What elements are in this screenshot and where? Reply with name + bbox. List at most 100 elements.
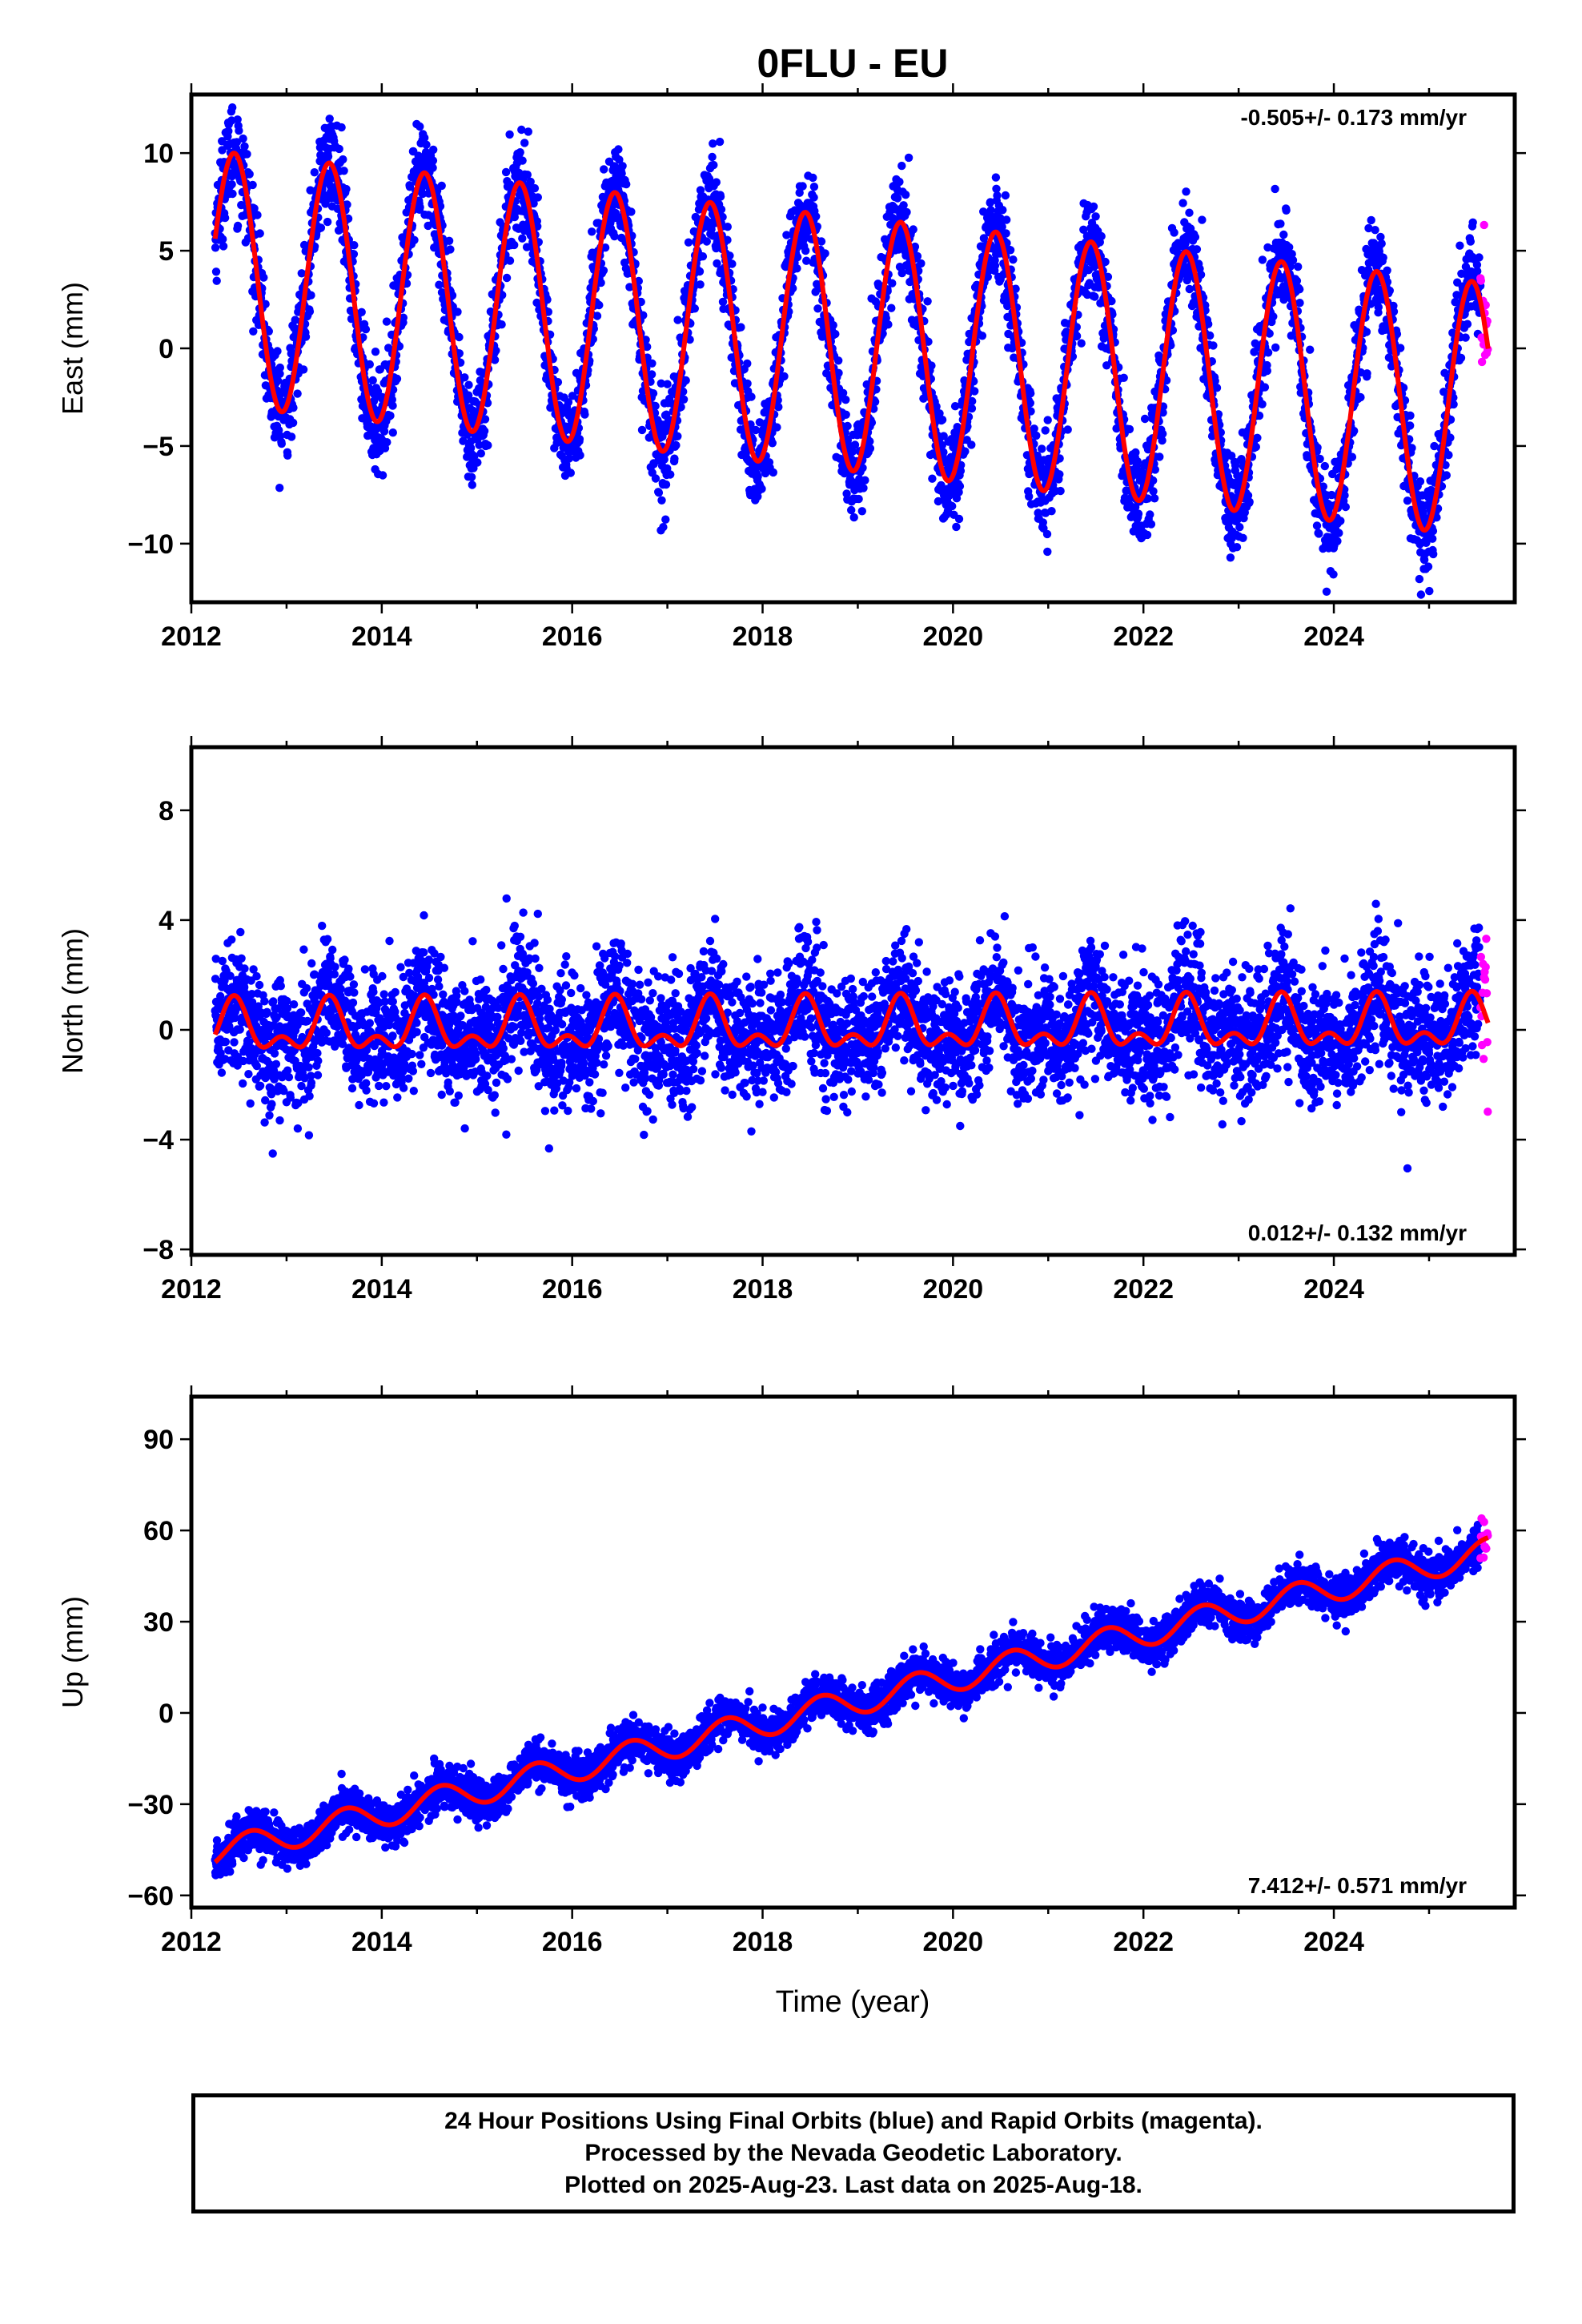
final-orbit-point: [647, 370, 656, 379]
final-orbit-point: [857, 507, 867, 516]
final-orbit-point: [993, 191, 1002, 200]
final-orbit-point: [821, 249, 829, 258]
final-orbit-point: [812, 212, 821, 221]
final-orbit-point: [365, 360, 374, 369]
final-orbit-point: [1131, 448, 1140, 457]
north-panel: 2012 2014 2016 2018 2020 2022 2024−8−4048North…: [56, 736, 1526, 1305]
final-orbit-point: [1415, 477, 1425, 486]
final-orbit-point: [1294, 262, 1303, 271]
final-orbit-point: [917, 259, 926, 268]
final-orbit-point: [952, 522, 961, 532]
final-orbit-point: [288, 418, 298, 428]
final-orbit-point: [492, 346, 500, 355]
y-tick-label: −5: [143, 432, 174, 462]
final-orbit-point: [566, 468, 575, 477]
final-orbit-point: [217, 1068, 227, 1077]
final-orbit-point: [588, 227, 596, 236]
final-orbit-point: [212, 276, 221, 285]
final-orbit-point: [343, 200, 351, 209]
final-orbit-point: [505, 130, 514, 139]
final-orbit-point: [497, 320, 506, 329]
final-orbit-point: [895, 177, 904, 187]
final-orbit-point: [865, 444, 875, 453]
final-orbit-point: [227, 935, 236, 944]
final-orbit-point: [681, 376, 690, 385]
final-orbit-point: [1258, 400, 1267, 408]
final-orbit-point: [723, 223, 732, 231]
final-orbit-point: [299, 365, 308, 374]
final-orbit-point: [350, 241, 359, 250]
final-orbit-point: [275, 484, 284, 493]
x-tick-label: 2020: [923, 621, 984, 652]
final-orbit-point: [378, 471, 387, 480]
final-orbit-point: [455, 332, 464, 342]
final-orbit-point: [1271, 343, 1280, 352]
final-orbit-point: [663, 380, 672, 388]
final-orbit-point: [239, 134, 247, 143]
final-orbit-point: [399, 313, 408, 322]
final-orbit-point: [387, 395, 396, 404]
final-orbit-point: [1002, 215, 1011, 224]
final-orbit-point: [1336, 517, 1345, 525]
final-orbit-point: [218, 956, 227, 966]
final-orbit-point: [648, 359, 656, 368]
final-orbit-point: [287, 432, 296, 441]
final-orbit-point: [888, 279, 897, 287]
final-orbit-point: [1322, 587, 1331, 596]
final-orbit-point: [1043, 416, 1052, 424]
final-orbit-point: [1072, 332, 1082, 340]
final-orbit-point: [510, 212, 519, 222]
final-orbit-point: [1192, 245, 1202, 254]
final-orbit-point: [901, 191, 910, 199]
final-orbit-point: [255, 229, 264, 238]
final-orbit-point: [1416, 590, 1426, 599]
final-orbit-point: [1150, 494, 1159, 503]
final-orbit-point: [293, 389, 302, 398]
final-orbit-point: [702, 237, 711, 246]
final-orbit-point: [904, 153, 913, 163]
final-orbit-point: [533, 193, 542, 202]
final-orbit-point: [1403, 497, 1412, 505]
final-orbit-point: [235, 127, 243, 135]
final-orbit-point: [967, 404, 977, 413]
final-orbit-point: [1379, 253, 1387, 262]
final-orbit-point: [1209, 341, 1218, 350]
final-orbit-point: [1185, 208, 1194, 217]
final-orbit-point: [1178, 199, 1187, 207]
final-orbit-point: [249, 327, 258, 336]
final-orbit-point: [1125, 424, 1134, 434]
final-orbit-point: [227, 180, 236, 189]
final-orbit-point: [470, 452, 479, 460]
final-orbit-point: [1198, 215, 1207, 224]
final-orbit-point: [1429, 549, 1438, 559]
chart-title: 0FLU - EU: [757, 41, 949, 86]
east-panel: 2012 2014 2016 2018 2020 2022 2024−10−50510Eas…: [56, 83, 1526, 652]
final-orbit-point: [709, 160, 718, 170]
final-orbit-point: [1047, 507, 1056, 516]
final-orbit-point: [1025, 492, 1034, 501]
final-orbit-point: [418, 189, 428, 199]
final-orbit-point: [1235, 523, 1244, 532]
final-orbit-point: [1170, 228, 1178, 237]
final-orbit-point: [809, 183, 819, 191]
final-orbit-point: [1055, 470, 1064, 479]
final-orbit-point: [501, 167, 511, 177]
final-orbit-point: [250, 204, 259, 213]
final-orbit-point: [371, 348, 380, 356]
final-orbit-point: [923, 297, 932, 306]
final-orbit-point: [484, 440, 492, 450]
final-orbit-point: [1306, 345, 1315, 354]
final-orbit-point: [339, 155, 347, 164]
final-orbit-point: [1090, 292, 1099, 301]
final-orbit-point: [335, 144, 343, 154]
x-tick-label: 2014: [351, 621, 412, 652]
final-orbit-point: [902, 207, 911, 217]
final-orbit-point: [310, 168, 319, 177]
x-tick-label: 2016: [542, 621, 603, 652]
x-tick-label: 2012: [161, 621, 222, 652]
final-orbit-point: [219, 242, 228, 251]
final-orbit-point: [467, 472, 476, 481]
final-orbit-point: [1001, 191, 1010, 200]
final-orbit-point: [307, 291, 315, 300]
final-orbit-point: [1456, 241, 1464, 250]
